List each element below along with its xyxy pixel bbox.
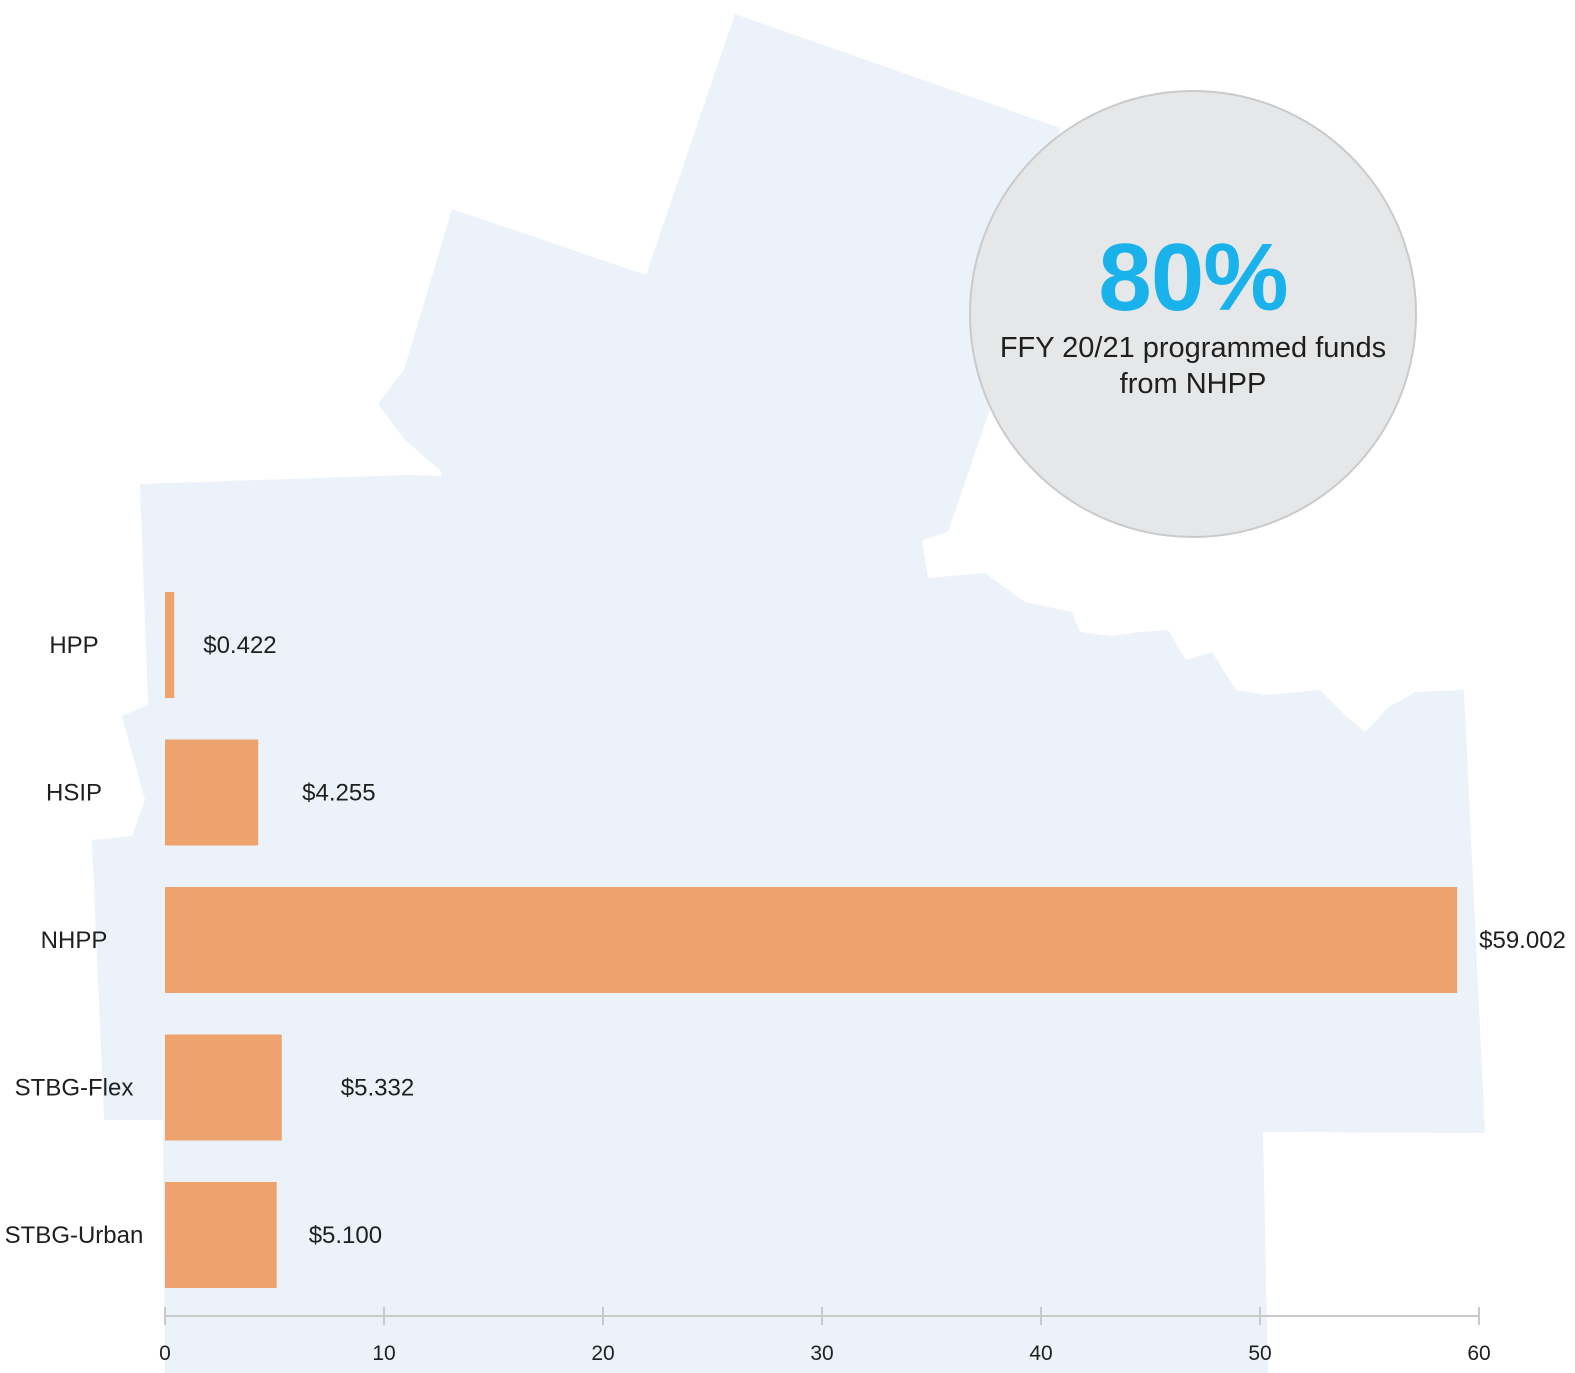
bar-nhpp <box>165 887 1458 993</box>
callout-percentage: 80% <box>1098 224 1288 331</box>
value-label-stbg-flex: $5.332 <box>341 1075 414 1102</box>
callout-description: FFY 20/21 programmed funds from NHPP <box>981 330 1405 402</box>
bar-stbg-flex <box>165 1034 282 1141</box>
category-label-hsip: HSIP <box>46 780 102 807</box>
category-label-nhpp: NHPP <box>41 927 108 954</box>
callout-line-2: from NHPP <box>1119 368 1267 400</box>
x-tick-label-40: 40 <box>1029 1342 1052 1365</box>
value-label-nhpp: $59.002 <box>1479 927 1566 954</box>
bar-hsip <box>165 739 259 846</box>
value-label-stbg-urban: $5.100 <box>309 1222 382 1249</box>
x-axis: 0 10 20 30 40 50 60 <box>159 1307 1491 1365</box>
x-tick-label-20: 20 <box>591 1342 614 1365</box>
x-tick-label-60: 60 <box>1467 1342 1490 1365</box>
callout-line-1: FFY 20/21 programmed funds <box>999 332 1387 364</box>
x-tick-label-30: 30 <box>810 1342 833 1365</box>
bars-layer: HPP $0.422 HSIP $4.255 NHPP $59.002 STBG-Flex $… <box>5 592 1566 1288</box>
category-label-stbg-flex: STBG-Flex <box>15 1075 134 1102</box>
value-label-hpp: $0.422 <box>203 632 276 659</box>
category-label-hpp: HPP <box>49 632 98 659</box>
x-tick-label-0: 0 <box>159 1342 171 1365</box>
value-label-hsip: $4.255 <box>302 780 375 807</box>
x-tick-label-50: 50 <box>1248 1342 1271 1365</box>
category-label-stbg-urban: STBG-Urban <box>5 1222 144 1249</box>
callout-circle: 80% FFY 20/21 programmed funds from NHPP <box>969 90 1417 538</box>
bar-hpp <box>165 592 175 698</box>
background-map-shape <box>92 14 1485 1373</box>
x-tick-label-10: 10 <box>372 1342 395 1365</box>
bar-stbg-urban <box>165 1182 277 1288</box>
